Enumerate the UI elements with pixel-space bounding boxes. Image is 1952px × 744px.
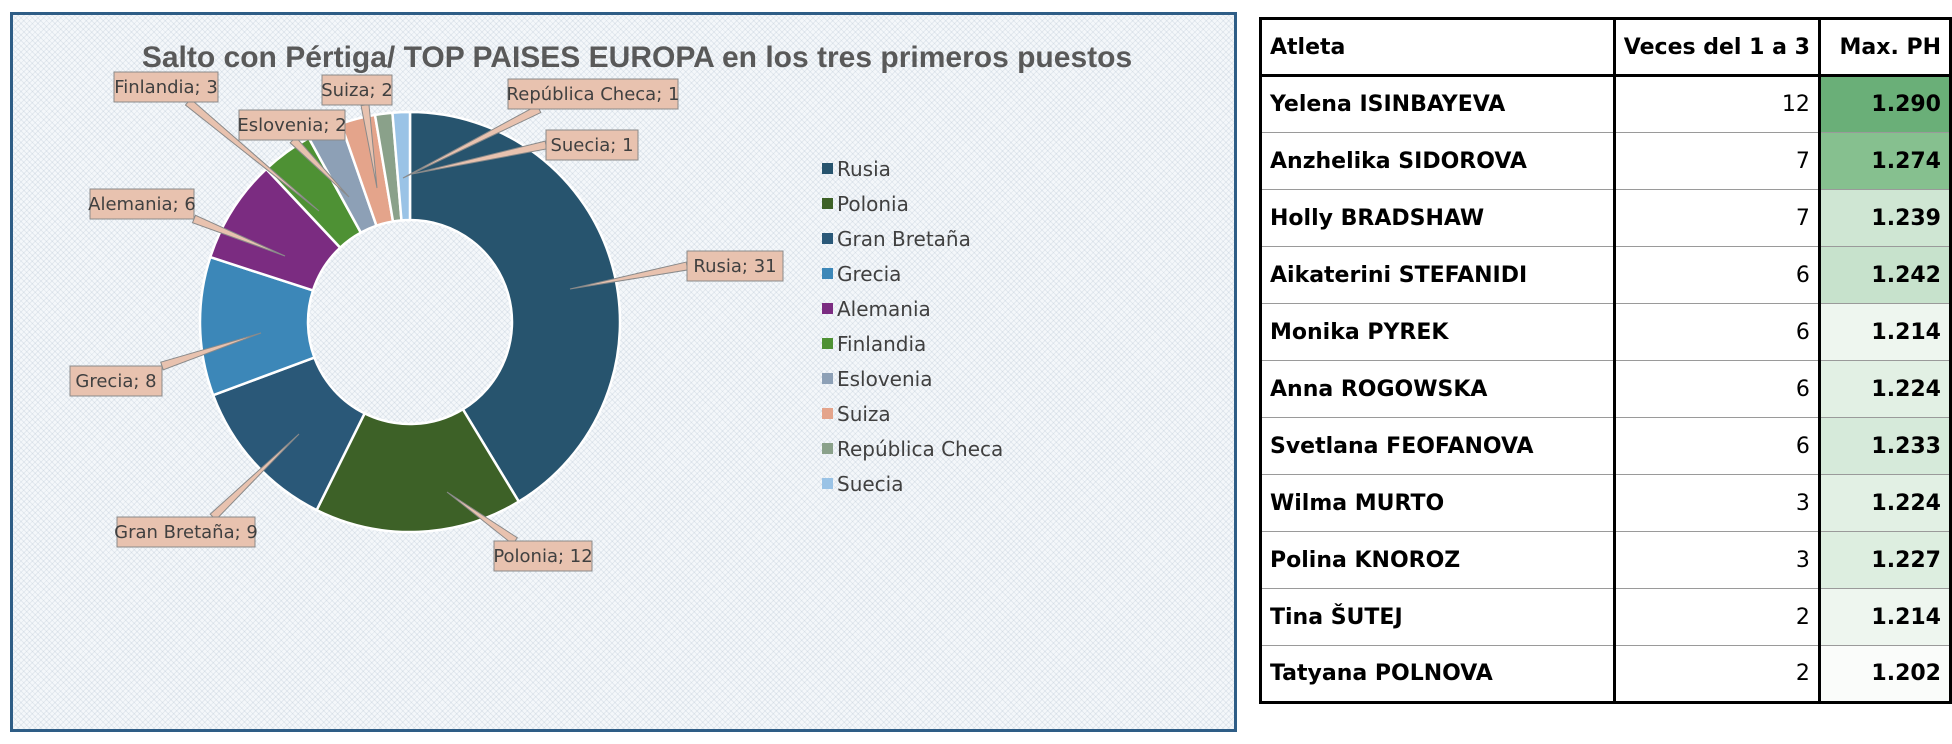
table-row: Yelena ISINBAYEVA 12 1.290 xyxy=(1260,75,1952,133)
table-row: Polina KNOROZ 3 1.227 xyxy=(1260,531,1952,589)
legend-label: Grecia xyxy=(837,262,901,286)
athletes-table: Atleta Veces del 1 a 3 Max. PH Yelena IS… xyxy=(1259,17,1952,704)
header-times: Veces del 1 a 3 xyxy=(1613,18,1821,77)
data-label: Polonia; 12 xyxy=(493,546,592,567)
data-label-box xyxy=(686,250,784,282)
max-ph-cell: 1.224 xyxy=(1818,474,1952,532)
data-label: Suiza; 2 xyxy=(321,80,393,101)
data-label-box xyxy=(69,365,163,397)
athlete-name-cell: Wilma MURTO xyxy=(1260,474,1616,532)
slice-rusia xyxy=(408,110,622,504)
times-cell: 6 xyxy=(1613,417,1821,475)
times-cell: 7 xyxy=(1613,189,1821,247)
athlete-name-cell: Tina ŠUTEJ xyxy=(1260,588,1616,646)
doughnut-chart: Salto con Pértiga/ TOP PAISES EUROPA en … xyxy=(69,41,1132,572)
slice-polonia xyxy=(314,407,521,534)
legend-label: Suecia xyxy=(837,472,903,496)
table-row: Tatyana POLNOVA 2 1.202 xyxy=(1260,645,1952,703)
legend-label: Polonia xyxy=(837,192,909,216)
data-label-box xyxy=(493,540,593,572)
legend-swatch xyxy=(822,338,833,349)
max-ph-cell: 1.239 xyxy=(1818,189,1952,247)
data-label: Finlandia; 3 xyxy=(114,77,218,98)
athlete-name-cell: Polina KNOROZ xyxy=(1260,531,1616,589)
table-row: Svetlana FEOFANOVA 6 1.233 xyxy=(1260,417,1952,475)
data-label: Suecia; 1 xyxy=(550,135,633,156)
legend-label: Finlandia xyxy=(837,332,926,356)
data-label-box xyxy=(89,188,195,220)
legend-label: Suiza xyxy=(837,402,891,426)
max-ph-cell: 1.214 xyxy=(1818,303,1952,361)
legend-swatch xyxy=(822,478,833,489)
times-cell: 6 xyxy=(1613,246,1821,304)
table-row: Anna ROGOWSKA 6 1.224 xyxy=(1260,360,1952,418)
athlete-name-cell: Svetlana FEOFANOVA xyxy=(1260,417,1616,475)
data-label: República Checa; 1 xyxy=(507,84,680,105)
slice-suecia xyxy=(391,110,412,222)
athlete-name-cell: Holly BRADSHAW xyxy=(1260,189,1616,247)
table-row: Monika PYREK 6 1.214 xyxy=(1260,303,1952,361)
table-row: Holly BRADSHAW 7 1.239 xyxy=(1260,189,1952,247)
max-ph-cell: 1.202 xyxy=(1818,645,1952,703)
legend-swatch xyxy=(822,443,833,454)
max-ph-cell: 1.290 xyxy=(1818,75,1952,133)
times-cell: 7 xyxy=(1613,132,1821,190)
chart-title: Salto con Pértiga/ TOP PAISES EUROPA en … xyxy=(142,41,1132,74)
data-label-box xyxy=(238,109,346,141)
legend-swatch xyxy=(822,198,833,209)
table-header-row: Atleta Veces del 1 a 3 Max. PH xyxy=(1260,18,1952,77)
max-ph-cell: 1.227 xyxy=(1818,531,1952,589)
data-label: Grecia; 8 xyxy=(75,371,156,392)
legend-swatch xyxy=(822,373,833,384)
times-cell: 3 xyxy=(1613,474,1821,532)
legend-label: Rusia xyxy=(837,157,891,181)
data-label: Alemania; 6 xyxy=(88,194,196,215)
table-row: Aikaterini STEFANIDI 6 1.242 xyxy=(1260,246,1952,304)
data-label-box xyxy=(321,74,393,106)
table-row: Wilma MURTO 3 1.224 xyxy=(1260,474,1952,532)
data-label: Rusia; 31 xyxy=(693,256,776,277)
times-cell: 6 xyxy=(1613,360,1821,418)
legend-label: Eslovenia xyxy=(837,367,932,391)
times-cell: 6 xyxy=(1613,303,1821,361)
max-ph-cell: 1.224 xyxy=(1818,360,1952,418)
table-row: Tina ŠUTEJ 2 1.214 xyxy=(1260,588,1952,646)
athlete-name-cell: Monika PYREK xyxy=(1260,303,1616,361)
data-label-box xyxy=(507,78,679,110)
times-cell: 3 xyxy=(1613,531,1821,589)
athlete-name-cell: Aikaterini STEFANIDI xyxy=(1260,246,1616,304)
times-cell: 2 xyxy=(1613,588,1821,646)
data-label-box xyxy=(545,129,639,161)
table-row: Anzhelika SIDOROVA 7 1.274 xyxy=(1260,132,1952,190)
athlete-name-cell: Anna ROGOWSKA xyxy=(1260,360,1616,418)
legend-label: Gran Bretaña xyxy=(837,227,971,251)
athlete-name-cell: Yelena ISINBAYEVA xyxy=(1260,75,1616,133)
legend-swatch xyxy=(822,408,833,419)
legend-swatch xyxy=(822,268,833,279)
athlete-name-cell: Tatyana POLNOVA xyxy=(1260,645,1616,703)
legend-swatch xyxy=(822,303,833,314)
data-label-box xyxy=(113,71,219,103)
max-ph-cell: 1.214 xyxy=(1818,588,1952,646)
times-cell: 2 xyxy=(1613,645,1821,703)
max-ph-cell: 1.233 xyxy=(1818,417,1952,475)
max-ph-cell: 1.242 xyxy=(1818,246,1952,304)
data-label: Eslovenia; 2 xyxy=(237,115,346,136)
data-label-box xyxy=(116,516,256,548)
times-cell: 12 xyxy=(1613,75,1821,133)
max-ph-cell: 1.274 xyxy=(1818,132,1952,190)
athlete-name-cell: Anzhelika SIDOROVA xyxy=(1260,132,1616,190)
chart-panel: Salto con Pértiga/ TOP PAISES EUROPA en … xyxy=(10,12,1237,732)
header-max-ph: Max. PH xyxy=(1818,18,1952,77)
legend-swatch xyxy=(822,163,833,174)
legend-label: República Checa xyxy=(837,437,1003,461)
legend-swatch xyxy=(822,233,833,244)
header-athlete: Atleta xyxy=(1260,18,1616,77)
legend-label: Alemania xyxy=(837,297,931,321)
data-label: Gran Bretaña; 9 xyxy=(114,522,258,543)
